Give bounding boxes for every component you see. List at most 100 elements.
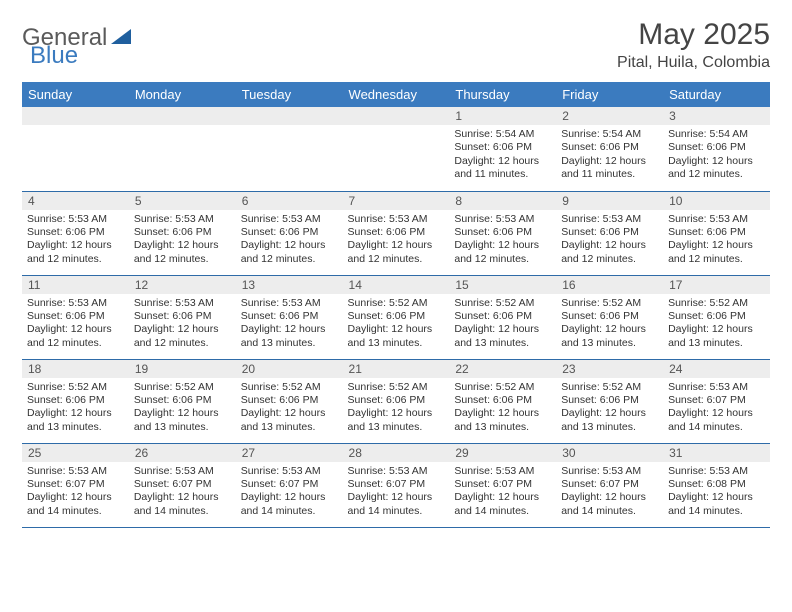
day-info: Sunrise: 5:52 AMSunset: 6:06 PMDaylight:… (449, 378, 556, 439)
weekday-header: Thursday (449, 82, 556, 107)
day-number: 8 (449, 192, 556, 210)
calendar-day-cell (343, 107, 450, 191)
calendar-day-cell: 21Sunrise: 5:52 AMSunset: 6:06 PMDayligh… (343, 359, 450, 443)
day-number: 12 (129, 276, 236, 294)
day-number: 27 (236, 444, 343, 462)
day-info: Sunrise: 5:53 AMSunset: 6:07 PMDaylight:… (236, 462, 343, 523)
location-text: Pital, Huila, Colombia (617, 54, 770, 72)
day-number: 23 (556, 360, 663, 378)
day-number-empty (22, 107, 129, 125)
day-number: 28 (343, 444, 450, 462)
calendar-day-cell: 20Sunrise: 5:52 AMSunset: 6:06 PMDayligh… (236, 359, 343, 443)
day-number: 19 (129, 360, 236, 378)
calendar-header-row: SundayMondayTuesdayWednesdayThursdayFrid… (22, 82, 770, 107)
day-info: Sunrise: 5:53 AMSunset: 6:06 PMDaylight:… (236, 294, 343, 355)
day-number: 7 (343, 192, 450, 210)
calendar-day-cell: 18Sunrise: 5:52 AMSunset: 6:06 PMDayligh… (22, 359, 129, 443)
day-number: 13 (236, 276, 343, 294)
day-info: Sunrise: 5:52 AMSunset: 6:06 PMDaylight:… (556, 294, 663, 355)
day-info: Sunrise: 5:52 AMSunset: 6:06 PMDaylight:… (236, 378, 343, 439)
day-info: Sunrise: 5:53 AMSunset: 6:06 PMDaylight:… (449, 210, 556, 271)
day-info: Sunrise: 5:53 AMSunset: 6:07 PMDaylight:… (663, 378, 770, 439)
calendar-day-cell: 12Sunrise: 5:53 AMSunset: 6:06 PMDayligh… (129, 275, 236, 359)
day-number: 22 (449, 360, 556, 378)
day-number: 21 (343, 360, 450, 378)
calendar-day-cell: 25Sunrise: 5:53 AMSunset: 6:07 PMDayligh… (22, 443, 129, 527)
day-info: Sunrise: 5:53 AMSunset: 6:07 PMDaylight:… (449, 462, 556, 523)
calendar-day-cell: 4Sunrise: 5:53 AMSunset: 6:06 PMDaylight… (22, 191, 129, 275)
day-number: 24 (663, 360, 770, 378)
day-number: 10 (663, 192, 770, 210)
calendar-week-row: 18Sunrise: 5:52 AMSunset: 6:06 PMDayligh… (22, 359, 770, 443)
day-number: 3 (663, 107, 770, 125)
day-info: Sunrise: 5:52 AMSunset: 6:06 PMDaylight:… (663, 294, 770, 355)
day-number: 5 (129, 192, 236, 210)
day-number: 9 (556, 192, 663, 210)
calendar-day-cell: 13Sunrise: 5:53 AMSunset: 6:06 PMDayligh… (236, 275, 343, 359)
calendar-week-row: 1Sunrise: 5:54 AMSunset: 6:06 PMDaylight… (22, 107, 770, 191)
weekday-header: Saturday (663, 82, 770, 107)
calendar-day-cell: 23Sunrise: 5:52 AMSunset: 6:06 PMDayligh… (556, 359, 663, 443)
weekday-header: Sunday (22, 82, 129, 107)
day-info: Sunrise: 5:53 AMSunset: 6:06 PMDaylight:… (343, 210, 450, 271)
day-number: 18 (22, 360, 129, 378)
day-number: 15 (449, 276, 556, 294)
weekday-header: Monday (129, 82, 236, 107)
calendar-day-cell (22, 107, 129, 191)
day-number: 14 (343, 276, 450, 294)
weekday-header: Wednesday (343, 82, 450, 107)
day-info: Sunrise: 5:53 AMSunset: 6:07 PMDaylight:… (129, 462, 236, 523)
day-number: 25 (22, 444, 129, 462)
day-number-empty (129, 107, 236, 125)
calendar-week-row: 11Sunrise: 5:53 AMSunset: 6:06 PMDayligh… (22, 275, 770, 359)
day-number-empty (343, 107, 450, 125)
calendar-day-cell (236, 107, 343, 191)
calendar-day-cell: 17Sunrise: 5:52 AMSunset: 6:06 PMDayligh… (663, 275, 770, 359)
day-number: 11 (22, 276, 129, 294)
day-number: 6 (236, 192, 343, 210)
day-number: 16 (556, 276, 663, 294)
calendar-week-row: 25Sunrise: 5:53 AMSunset: 6:07 PMDayligh… (22, 443, 770, 527)
day-info: Sunrise: 5:53 AMSunset: 6:08 PMDaylight:… (663, 462, 770, 523)
month-title: May 2025 (617, 18, 770, 52)
day-info: Sunrise: 5:53 AMSunset: 6:06 PMDaylight:… (22, 294, 129, 355)
calendar-day-cell: 8Sunrise: 5:53 AMSunset: 6:06 PMDaylight… (449, 191, 556, 275)
calendar-day-cell: 14Sunrise: 5:52 AMSunset: 6:06 PMDayligh… (343, 275, 450, 359)
weekday-header: Tuesday (236, 82, 343, 107)
day-info: Sunrise: 5:53 AMSunset: 6:06 PMDaylight:… (236, 210, 343, 271)
day-info: Sunrise: 5:53 AMSunset: 6:06 PMDaylight:… (22, 210, 129, 271)
calendar-day-cell: 16Sunrise: 5:52 AMSunset: 6:06 PMDayligh… (556, 275, 663, 359)
day-info: Sunrise: 5:53 AMSunset: 6:06 PMDaylight:… (129, 210, 236, 271)
day-number-empty (236, 107, 343, 125)
calendar-day-cell: 26Sunrise: 5:53 AMSunset: 6:07 PMDayligh… (129, 443, 236, 527)
brand-triangle-icon (111, 27, 133, 50)
day-info: Sunrise: 5:52 AMSunset: 6:06 PMDaylight:… (449, 294, 556, 355)
day-info: Sunrise: 5:52 AMSunset: 6:06 PMDaylight:… (343, 378, 450, 439)
calendar-day-cell: 30Sunrise: 5:53 AMSunset: 6:07 PMDayligh… (556, 443, 663, 527)
day-number: 2 (556, 107, 663, 125)
calendar-day-cell (129, 107, 236, 191)
calendar-day-cell: 7Sunrise: 5:53 AMSunset: 6:06 PMDaylight… (343, 191, 450, 275)
calendar-day-cell: 24Sunrise: 5:53 AMSunset: 6:07 PMDayligh… (663, 359, 770, 443)
day-info: Sunrise: 5:54 AMSunset: 6:06 PMDaylight:… (663, 125, 770, 186)
calendar-day-cell: 28Sunrise: 5:53 AMSunset: 6:07 PMDayligh… (343, 443, 450, 527)
day-info: Sunrise: 5:53 AMSunset: 6:06 PMDaylight:… (129, 294, 236, 355)
day-number: 20 (236, 360, 343, 378)
weekday-header: Friday (556, 82, 663, 107)
brand-text-blue: Blue (30, 42, 78, 70)
day-number: 17 (663, 276, 770, 294)
day-info: Sunrise: 5:52 AMSunset: 6:06 PMDaylight:… (129, 378, 236, 439)
day-info: Sunrise: 5:53 AMSunset: 6:06 PMDaylight:… (663, 210, 770, 271)
day-info: Sunrise: 5:52 AMSunset: 6:06 PMDaylight:… (22, 378, 129, 439)
calendar-table: SundayMondayTuesdayWednesdayThursdayFrid… (22, 82, 770, 528)
day-info: Sunrise: 5:52 AMSunset: 6:06 PMDaylight:… (556, 378, 663, 439)
calendar-day-cell: 22Sunrise: 5:52 AMSunset: 6:06 PMDayligh… (449, 359, 556, 443)
calendar-day-cell: 2Sunrise: 5:54 AMSunset: 6:06 PMDaylight… (556, 107, 663, 191)
calendar-day-cell: 11Sunrise: 5:53 AMSunset: 6:06 PMDayligh… (22, 275, 129, 359)
calendar-day-cell: 3Sunrise: 5:54 AMSunset: 6:06 PMDaylight… (663, 107, 770, 191)
day-info: Sunrise: 5:54 AMSunset: 6:06 PMDaylight:… (556, 125, 663, 186)
calendar-day-cell: 10Sunrise: 5:53 AMSunset: 6:06 PMDayligh… (663, 191, 770, 275)
calendar-day-cell: 5Sunrise: 5:53 AMSunset: 6:06 PMDaylight… (129, 191, 236, 275)
header: General May 2025 Pital, Huila, Colombia (22, 18, 770, 72)
calendar-day-cell: 6Sunrise: 5:53 AMSunset: 6:06 PMDaylight… (236, 191, 343, 275)
